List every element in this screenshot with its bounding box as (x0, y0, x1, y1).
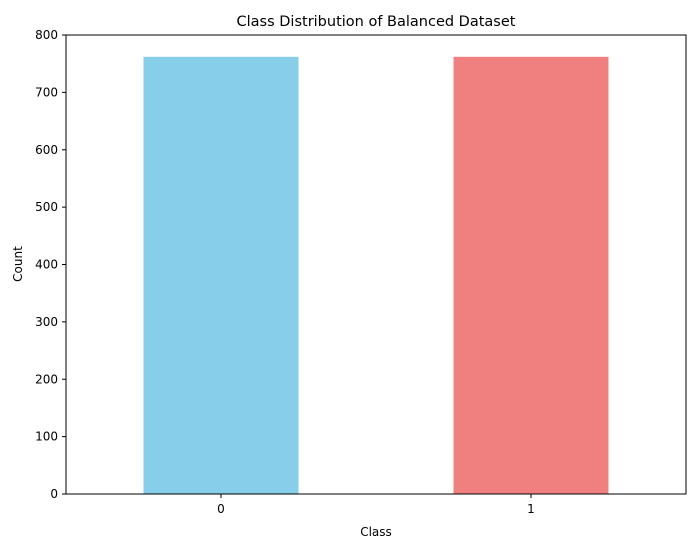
x-tick-label: 1 (527, 502, 535, 516)
y-tick-label: 300 (35, 315, 58, 329)
bar-class-1 (453, 56, 609, 495)
y-tick-label: 0 (50, 487, 58, 501)
y-axis-label: Count (11, 246, 25, 282)
plot-area: 0 1 0 100 200 300 400 500 600 700 800 (35, 28, 687, 516)
y-tick-label: 400 (35, 258, 58, 272)
y-tick-label: 100 (35, 430, 58, 444)
x-axis-label: Class (360, 525, 392, 539)
x-tick-label: 0 (217, 502, 225, 516)
y-tick-label: 500 (35, 200, 58, 214)
y-tick-label: 800 (35, 28, 58, 42)
chart-title: Class Distribution of Balanced Dataset (237, 14, 516, 30)
y-tick-label: 200 (35, 372, 58, 386)
bar-class-0 (143, 56, 299, 495)
y-tick-label: 600 (35, 143, 58, 157)
y-tick-label: 700 (35, 85, 58, 99)
plot-frame (65, 34, 687, 495)
